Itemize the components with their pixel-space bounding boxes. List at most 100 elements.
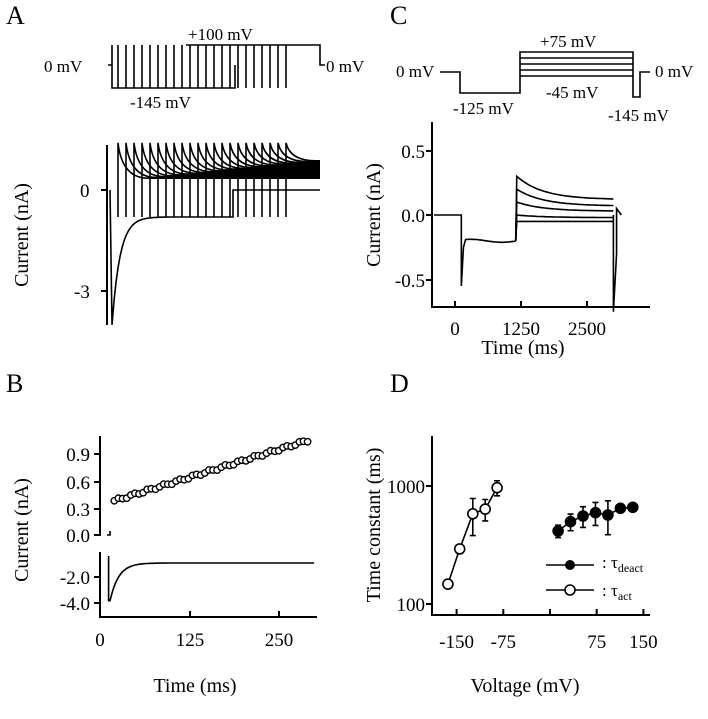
a-sweep-trace [165, 142, 320, 217]
a-inward-current-trace [109, 189, 320, 325]
b-y-label: Current (nA) [11, 478, 33, 582]
b-ticks [94, 453, 280, 617]
c-ytick: -0.5 [395, 271, 425, 292]
d-ytick: 1000 [387, 477, 425, 498]
a-voltage-protocol [108, 44, 325, 89]
a-sweep-trace [125, 142, 320, 217]
panel-label-b: B [6, 369, 23, 398]
legend-label-deact: : τdeact [602, 553, 644, 575]
c-xtick: 0 [450, 319, 460, 340]
legend-label-act: : τact [602, 581, 632, 603]
c-y-label: Current (nA) [363, 163, 385, 267]
a-sweep-trace [213, 142, 320, 217]
legend-filled-marker [565, 560, 575, 570]
a-sweep-trace [173, 142, 320, 217]
d-data-point [442, 578, 454, 590]
panel-label-c: C [390, 1, 407, 30]
panel-a: 0 mV 0 mV +100 mV -145 mV 0 -3 Current (… [11, 25, 365, 325]
d-xtick-label: 150 [629, 632, 658, 653]
b-ytick: 0.6 [66, 473, 90, 494]
c-voltage-protocol [440, 51, 650, 98]
d-y-ticks [426, 485, 432, 605]
d-data-point [466, 507, 479, 520]
legend-open-marker [564, 584, 576, 596]
a-step-down-label: -145 mV [130, 93, 192, 112]
c-tail-label: -145 mV [608, 106, 670, 125]
d-data-point [577, 510, 589, 522]
b-ytick: -2.0 [60, 568, 90, 589]
d-data-point [552, 525, 564, 537]
a-sweep-trace [181, 142, 320, 217]
d-data-point [453, 543, 466, 555]
a-ytick-0: 0 [80, 181, 90, 202]
c-xtick: 2500 [568, 319, 606, 340]
d-xtick-label: -150 [439, 632, 474, 653]
panel-label-d: D [390, 369, 409, 398]
a-y-ticks [101, 189, 107, 292]
a-sweep-trace [253, 142, 320, 217]
d-data-point [589, 506, 602, 519]
c-hold-left-label: 0 mV [396, 62, 435, 81]
a-step-up-label: +100 mV [188, 25, 254, 44]
a-sweep-trace [285, 142, 320, 217]
d-y-label: Time constant (ms) [363, 448, 385, 603]
b-data-point [303, 437, 312, 446]
a-sweep-trace [117, 142, 320, 217]
b-xtick: 0 [95, 630, 105, 651]
a-sweep-trace [133, 142, 320, 217]
panel-c: 0 mV 0 mV +75 mV -45 mV -125 mV -145 mV … [363, 32, 694, 359]
a-y-label: Current (nA) [11, 183, 33, 287]
a-sweep-trace [157, 142, 320, 217]
b-ytick: -4.0 [60, 594, 90, 615]
c-tail-trace [612, 206, 622, 312]
c-current-trace [514, 201, 614, 241]
d-data-point [626, 501, 639, 514]
c-ytick: 0.0 [401, 206, 425, 227]
a-sweep-trace [197, 142, 320, 217]
c-prepulse-trace [434, 214, 516, 286]
c-axes [431, 122, 650, 308]
a-sweep-trace [261, 142, 320, 217]
c-current-trace [514, 174, 614, 241]
b-xtick: 250 [265, 630, 294, 651]
c-ticks [426, 150, 588, 307]
c-top-label: +75 mV [540, 32, 597, 51]
c-ytick: 0.5 [401, 142, 425, 163]
d-xtick-label: -75 [491, 632, 516, 653]
b-ytick: 0.0 [66, 526, 90, 547]
b-ytick: 0.9 [66, 445, 90, 466]
a-sweep-trace [269, 142, 320, 217]
b-baseline-trace [107, 531, 111, 536]
a-sweep-trace [245, 142, 320, 217]
b-x-label: Time (ms) [153, 675, 236, 697]
b-axes [99, 436, 317, 618]
a-sweep-trace [149, 142, 320, 217]
a-sweep-trace [205, 142, 320, 217]
d-x-label: Voltage (mV) [470, 675, 579, 697]
c-xtick: 1250 [502, 319, 540, 340]
d-axes [431, 436, 650, 616]
c-current-trace [514, 187, 614, 241]
a-sweep-trace [141, 142, 320, 217]
c-x-label: Time (ms) [481, 337, 564, 359]
d-xtick-label: 75 [587, 632, 606, 653]
a-sweep-trace [237, 142, 320, 217]
a-hold-right-label: 0 mV [326, 57, 365, 76]
b-ytick: 0.3 [66, 500, 90, 521]
a-hold-left-label: 0 mV [44, 57, 83, 76]
legend: : τdeact : τact [546, 553, 644, 603]
d-data-point [614, 502, 627, 515]
a-sweep-trace [229, 142, 320, 217]
a-ytick-1: -3 [74, 282, 90, 303]
a-sweep-trace [221, 142, 320, 217]
d-ytick: 100 [397, 595, 426, 616]
d-data-point [564, 515, 577, 528]
d-data-point [602, 509, 614, 521]
d-data-point [479, 503, 492, 515]
c-current-trace [514, 214, 614, 241]
panel-b: 0.9 0.6 0.3 0.0 -2.0 -4.0 0 125 250 Time… [11, 436, 317, 697]
c-bottom-label: -45 mV [546, 83, 599, 102]
c-current-trace [514, 220, 614, 241]
b-xtick: 125 [176, 630, 205, 651]
